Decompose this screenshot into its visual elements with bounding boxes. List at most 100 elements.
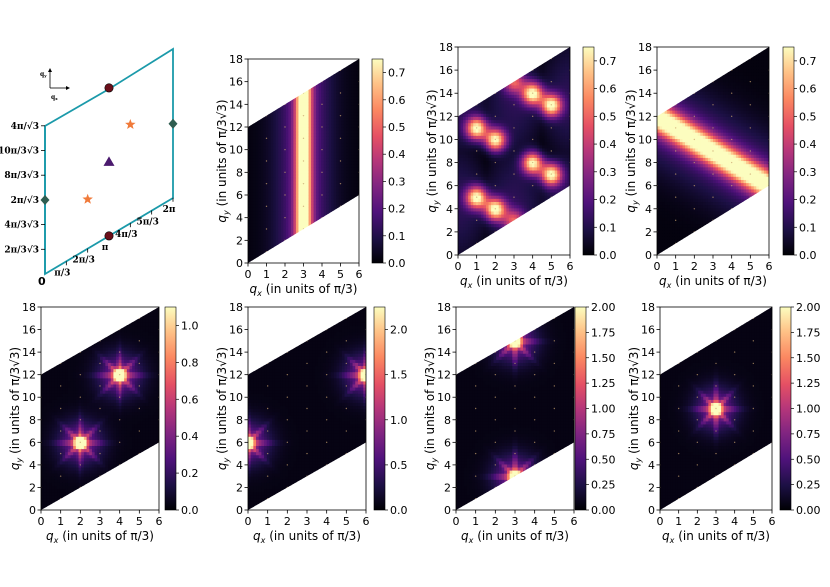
heatmap-cell — [278, 182, 282, 187]
heatmap-cell — [549, 191, 553, 196]
heatmap-cell — [458, 154, 462, 158]
heatmap-cell — [308, 93, 312, 97]
heatmap-cell — [557, 132, 561, 136]
colorbar-tick-label: 0.4 — [599, 138, 617, 151]
heatmap-cell — [270, 164, 274, 168]
heatmap-cell — [268, 117, 272, 122]
heatmap-cell — [536, 116, 541, 121]
heatmap-cell — [351, 74, 355, 79]
heatmap-cell — [313, 188, 317, 193]
heatmap-cell — [559, 78, 563, 83]
heatmap-cell — [268, 154, 272, 159]
heatmap-cell — [478, 138, 482, 143]
heatmap-cell — [468, 232, 472, 237]
heatmap-cell — [278, 207, 282, 212]
heatmap-cell — [664, 214, 668, 218]
heatmap-cell — [463, 106, 467, 111]
heatmap-cell — [288, 96, 292, 100]
heatmap-cell — [283, 123, 287, 128]
heatmap-cell — [508, 207, 513, 212]
heatmap-cell — [544, 141, 548, 146]
heatmap-cell — [313, 154, 317, 159]
heatmap-cell — [564, 119, 569, 124]
heatmap-cell — [679, 204, 684, 209]
heatmap-cell — [351, 139, 355, 144]
heatmap-cell — [564, 185, 569, 190]
heatmap-cell — [534, 132, 538, 136]
heatmap-cell — [270, 182, 274, 187]
heatmap-cell — [493, 132, 497, 136]
heatmap-cell — [321, 120, 325, 125]
heatmap-cell — [285, 210, 289, 215]
heatmap-cell — [300, 86, 305, 91]
heatmap-cell — [343, 167, 347, 171]
heatmap-cell — [318, 105, 322, 110]
heatmap-cell — [248, 250, 252, 255]
heatmap-cell — [280, 99, 284, 103]
heatmap-cell — [285, 182, 289, 187]
heatmap-cell — [468, 188, 472, 193]
heatmap-cell — [672, 248, 676, 253]
heatmap-cell — [503, 223, 507, 228]
heatmap-cell — [480, 160, 485, 165]
heatmap-cell — [303, 188, 307, 193]
heatmap-cell — [275, 176, 279, 181]
heatmap-cell — [295, 185, 300, 190]
heatmap-cell — [480, 163, 485, 168]
heatmap-cell — [491, 113, 495, 117]
heatmap-cell — [253, 164, 257, 168]
heatmap-cell — [506, 97, 510, 102]
heatmap-cell — [557, 59, 561, 64]
heatmap-cell — [529, 185, 533, 190]
heatmap-cell — [298, 219, 302, 224]
heatmap-cell — [488, 119, 492, 124]
heatmap-cell — [470, 166, 474, 171]
heatmap-cell — [263, 210, 267, 215]
heatmap-cell — [258, 216, 262, 221]
heatmap-cell — [674, 132, 678, 136]
heatmap-cell — [313, 195, 317, 199]
heatmap-cell — [549, 122, 553, 127]
heatmap-cell — [470, 232, 474, 237]
heatmap-cell — [547, 169, 551, 174]
heatmap-cell — [295, 198, 300, 202]
heatmap-cell — [662, 173, 666, 177]
heatmap-cell — [511, 214, 515, 218]
heatmap-cell — [255, 247, 259, 252]
heatmap-cell — [328, 210, 332, 215]
heatmap-cell — [258, 250, 262, 255]
heatmap-cell — [488, 195, 492, 199]
heatmap-cell — [306, 102, 310, 106]
colorbar-tick-label: 0.4 — [388, 148, 406, 161]
heatmap-cell — [326, 114, 330, 119]
heatmap-cell — [328, 167, 332, 171]
heatmap-cell — [542, 94, 546, 99]
heatmap-cell — [480, 195, 485, 199]
heatmap-cell — [562, 100, 566, 105]
heatmap-cell — [311, 219, 315, 224]
heatmap-cell — [326, 161, 330, 165]
heatmap-cell — [311, 201, 315, 205]
heatmap-cell — [508, 185, 513, 190]
heatmap-cell — [323, 133, 327, 137]
heatmap-cell — [554, 69, 558, 73]
heatmap-cell — [248, 207, 252, 212]
heatmap-cell — [677, 214, 681, 218]
heatmap-cell — [659, 157, 663, 162]
heatmap-cell — [328, 77, 332, 82]
heatmap-cell — [559, 56, 563, 61]
heatmap-cell — [331, 130, 335, 134]
heatmap-cell — [465, 195, 469, 199]
heatmap-cell — [255, 188, 259, 193]
heatmap-cell — [488, 166, 492, 171]
heatmap-cell — [529, 119, 533, 124]
heatmap-cell — [465, 144, 469, 149]
heatmap-cell — [475, 176, 479, 180]
heatmap-cell — [270, 161, 274, 165]
heatmap-cell — [290, 207, 295, 212]
heatmap-cell — [508, 201, 513, 206]
heatmap-cell — [321, 157, 325, 162]
heatmap-cell — [311, 151, 315, 156]
heatmap-cell — [486, 232, 490, 237]
heatmap-cell — [677, 116, 681, 121]
